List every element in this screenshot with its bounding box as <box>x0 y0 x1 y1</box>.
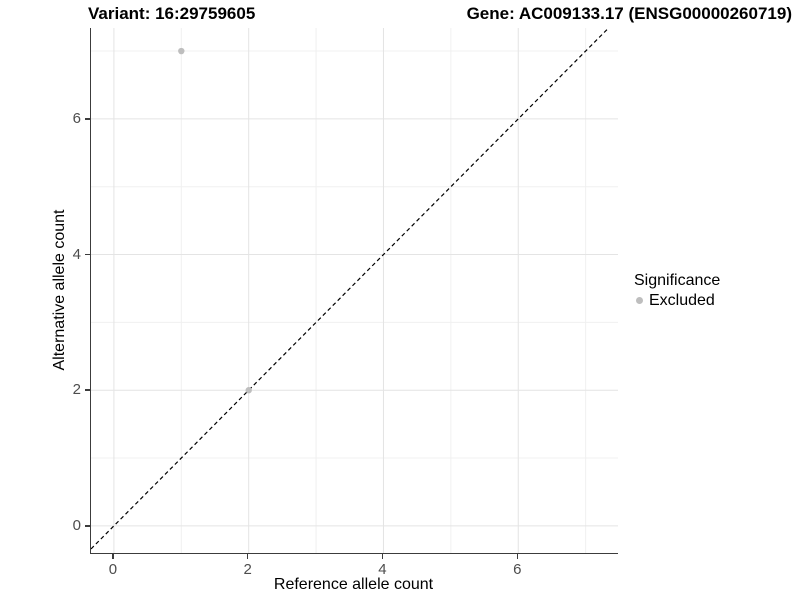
y-tick-label: 2 <box>72 381 81 399</box>
x-axis: 0 2 4 6 <box>90 553 617 593</box>
y-tick-mark <box>85 525 90 527</box>
x-axis-title: Reference allele count <box>273 576 434 593</box>
y-tick-label: 6 <box>72 109 81 127</box>
y-axis: 0 2 4 6 <box>0 28 90 553</box>
y-tick-mark <box>85 253 90 256</box>
variant-title: Variant: 16:29759605 <box>88 4 256 23</box>
excluded-circle-icon <box>636 297 643 304</box>
x-tick-label: 0 <box>108 561 118 578</box>
legend: Significance Excluded <box>634 271 720 309</box>
y-tick-label: 0 <box>72 516 81 534</box>
data-point <box>178 47 185 55</box>
data-point <box>245 387 252 394</box>
plot-panel <box>90 28 618 554</box>
y-tick-mark <box>85 389 90 391</box>
y-tick-mark <box>85 118 90 120</box>
x-tick-mark <box>112 554 114 559</box>
y-tick-label: 4 <box>72 245 81 263</box>
legend-item-excluded: Excluded <box>634 292 720 309</box>
x-tick-label: 4 <box>378 561 387 578</box>
x-tick-mark <box>381 554 384 559</box>
x-tick-mark <box>246 554 249 559</box>
legend-title: Significance <box>634 272 721 289</box>
legend-item-label: Excluded <box>649 292 715 309</box>
chart-canvas <box>91 28 618 553</box>
x-tick-label: 6 <box>513 561 522 578</box>
x-tick-mark <box>516 554 518 559</box>
x-tick-label: 2 <box>243 561 252 578</box>
identity-reference-line <box>91 28 609 550</box>
gene-title: Gene: AC009133.17 (ENSG00000260719) <box>466 4 792 23</box>
